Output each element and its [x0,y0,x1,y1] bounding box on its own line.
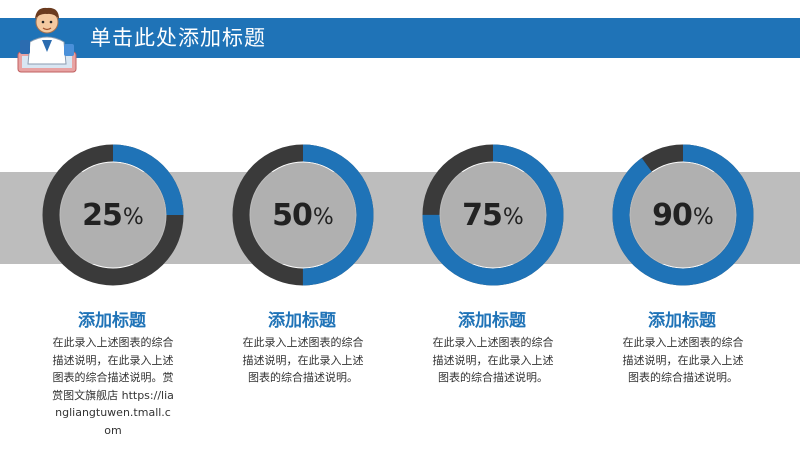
percent-symbol: % [312,204,334,230]
item-heading: 添加标题 [648,311,716,331]
progress-ring [232,144,374,286]
ring-center [60,162,166,268]
progress-ring [42,144,184,286]
cartoon-doctor-avatar [17,7,77,73]
percent-number: 90 [652,197,693,233]
slide-title: 单击此处添加标题 [90,26,266,50]
ring-center [630,162,736,268]
ring-center [250,162,356,268]
percent-number: 75 [462,197,503,233]
ring-progress-arc [612,144,754,286]
item-heading: 添加标题 [78,311,146,331]
percent-label: 90% [610,142,756,288]
percent-number: 25 [82,197,123,233]
item-description: 在此录入上述图表的综合描述说明，在此录入上述图表的综合描述说明。 [622,336,744,384]
percent-label: 75% [420,142,566,288]
ring-progress-arc [232,144,374,286]
percent-symbol: % [502,204,524,230]
percent-label: 25% [40,142,186,288]
item-description: 在此录入上述图表的综合描述说明，在此录入上述图表的综合描述说明。 [432,336,554,384]
title-bar: 单击此处添加标题 [0,18,800,58]
ring-center [440,162,546,268]
ring-progress-arc [42,144,184,286]
item-heading: 添加标题 [458,311,526,331]
progress-ring [612,144,754,286]
item-heading: 添加标题 [268,311,336,331]
percent-number: 50 [272,197,313,233]
ring-progress-arc [422,144,564,286]
percent-symbol: % [692,204,714,230]
progress-ring [422,144,564,286]
percent-symbol: % [122,204,144,230]
item-description: 在此录入上述图表的综合描述说明，在此录入上述图表的综合描述说明。 [242,336,364,384]
percent-label: 50% [230,142,376,288]
item-description: 在此录入上述图表的综合描述说明，在此录入上述图表的综合描述说明。赏赏图文旗舰店 … [52,336,174,437]
